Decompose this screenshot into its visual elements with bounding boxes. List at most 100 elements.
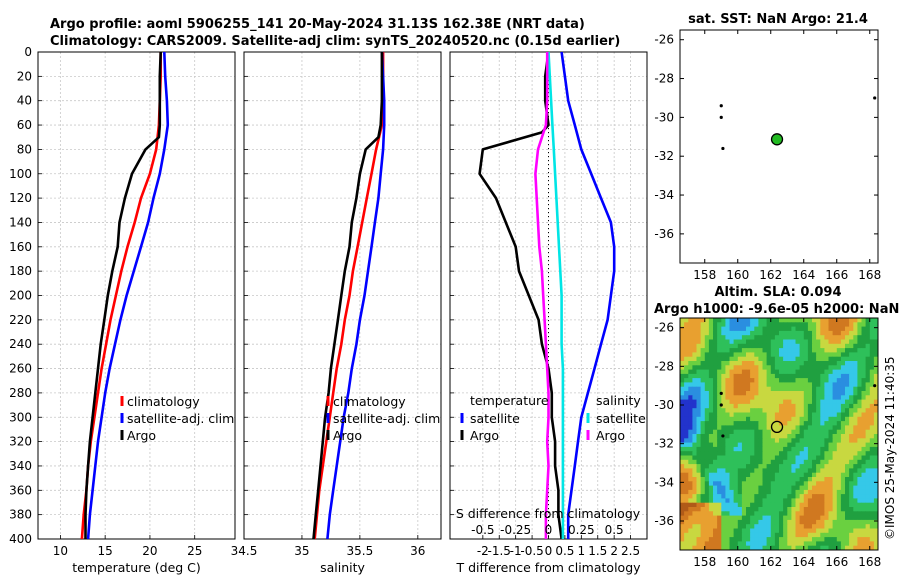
depth-tick-label: 260 [9, 362, 32, 376]
legend-label: Argo [127, 428, 156, 443]
lon-tick-label: 160 [726, 268, 749, 282]
x-axis-label: T difference from climatology [455, 560, 641, 575]
x-axis-label: salinity [320, 560, 365, 575]
lat-tick-label: -32 [654, 149, 674, 163]
x-tick-label: 10 [53, 544, 68, 558]
legend-label: satellite-adj. clim [127, 411, 234, 426]
depth-tick-label: 40 [17, 94, 32, 108]
depth-tick-label: 240 [9, 337, 32, 351]
lon-tick-label: 162 [759, 268, 782, 282]
lon-tick-label: 158 [693, 268, 716, 282]
x-tick-label: 1.5 [588, 544, 607, 558]
other-float-dot [873, 96, 877, 100]
depth-tick-label: 380 [9, 508, 32, 522]
lat-tick-label: -26 [654, 33, 674, 47]
s-diff-tick-label: -0.5 [471, 523, 494, 537]
sla-map-title-line2: Argo h1000: -9.6e-05 h2000: NaN [654, 302, 899, 317]
legend-title-temperature: temperature [470, 393, 549, 408]
figure-title-line1: Argo profile: aoml 5906255_141 20-May-20… [50, 17, 585, 32]
series-line-satellite-adj-clim [326, 51, 386, 540]
lon-tick-label: 166 [825, 555, 848, 569]
lat-tick-label: -36 [654, 227, 674, 241]
lat-tick-label: -28 [654, 359, 674, 373]
difference-profile-panel: -2-1.5-1-0.5 0 0.5 1 1.5 2 2.5T difference fro… [449, 51, 648, 575]
series-line-argo [84, 51, 162, 539]
x-tick-label: 1 [578, 544, 586, 558]
x-tick-label: 20 [142, 544, 157, 558]
lon-tick-label: 164 [792, 268, 815, 282]
lat-tick-label: -32 [654, 437, 674, 451]
lon-tick-label: 168 [858, 555, 881, 569]
lon-tick-label: 164 [792, 555, 815, 569]
depth-tick-label: 60 [17, 118, 32, 132]
s-diff-tick-label: -0.25 [500, 523, 531, 537]
salinity-profile-panel: 34.5 35 35.5 36 salinity climatology satellite… [231, 51, 442, 575]
depth-tick-label: 280 [9, 386, 32, 400]
s-diff-tick-label: 0.25 [568, 523, 595, 537]
lon-tick-label: 168 [858, 268, 881, 282]
sla-map-panel: 158 160 162 164 166 168 -26 -28 -30 -32 -34 -36 [654, 317, 881, 569]
sla-heatmap-cells [680, 318, 879, 551]
lat-tick-label: -30 [654, 398, 674, 412]
profile-location-marker [770, 133, 784, 146]
lat-tick-label: -28 [654, 72, 674, 86]
temperature-profile-panel: 0 20 40 60 80 100 120 140 160 180 200 220 240 260 280 3… [9, 45, 236, 575]
legend-label: Argo [333, 428, 362, 443]
x-tick-label: 35.5 [347, 544, 374, 558]
series-line-temperature-satellite [560, 51, 616, 539]
x-tick-label: 34.5 [231, 544, 258, 558]
x-tick-label: 35 [294, 544, 309, 558]
sst-map-panel: 158 160 162 164 166 168 -26 -28 -30 -32 -34 -36 [654, 29, 881, 282]
depth-tick-label: 220 [9, 313, 32, 327]
legend-title-salinity: salinity [596, 393, 641, 408]
s-diff-tick-label: 0 [545, 523, 553, 537]
lat-tick-label: -30 [654, 110, 674, 124]
figure-title-line2: Climatology: CARS2009. Satellite-adj cli… [50, 34, 620, 49]
x-tick-label: 0 [545, 544, 553, 558]
x-tick-label: 36 [410, 544, 425, 558]
x-tick-label: 15 [98, 544, 113, 558]
depth-tick-label: 80 [17, 142, 32, 156]
axes-frame [37, 51, 236, 540]
x-tick-label: 2 [610, 544, 618, 558]
sla-map-title-line1: Altim. SLA: 0.094 [715, 285, 842, 300]
lat-tick-label: -26 [654, 321, 674, 335]
other-float-dot [719, 391, 723, 395]
s-difference-label: S difference from climatology [456, 506, 641, 521]
other-float-dot [721, 146, 725, 151]
other-float-dot [719, 104, 723, 108]
depth-tick-label: 180 [9, 264, 32, 278]
series-line-salinity-argo [534, 52, 550, 539]
lat-tick-label: -34 [654, 188, 674, 202]
other-float-dot [719, 115, 723, 119]
lat-tick-label: -34 [654, 475, 674, 489]
lon-tick-label: 162 [759, 555, 782, 569]
axes-frame [243, 51, 442, 540]
legend-label: Argo [596, 428, 625, 443]
s-diff-tick-label: 0.5 [605, 523, 624, 537]
series-line-argo [312, 52, 384, 540]
lon-tick-label: 166 [825, 268, 848, 282]
legend-label: Argo [470, 428, 499, 443]
map-frame [679, 317, 879, 551]
depth-tick-label: 320 [9, 435, 32, 449]
depth-tick-label: 100 [9, 167, 32, 181]
series-line-salinity-satellite [547, 51, 565, 539]
depth-tick-label: 340 [9, 459, 32, 473]
x-tick-label: 0.5 [555, 544, 574, 558]
series-line-climatology [80, 52, 162, 540]
depth-tick-label: 160 [9, 240, 32, 254]
lon-tick-label: 158 [693, 555, 716, 569]
depth-tick-label: 0 [24, 45, 32, 59]
lat-tick-label: -36 [654, 514, 674, 528]
x-tick-label: -0.5 [520, 544, 543, 558]
legend-label: satellite-adj. clim [333, 411, 440, 426]
lon-tick-label: 160 [726, 555, 749, 569]
x-axis-label: temperature (deg C) [72, 560, 201, 575]
depth-tick-label: 20 [17, 69, 32, 83]
legend-label: climatology [127, 394, 200, 409]
legend-label: satellite [470, 411, 520, 426]
other-float-dot [721, 434, 725, 438]
map-frame [679, 29, 879, 264]
